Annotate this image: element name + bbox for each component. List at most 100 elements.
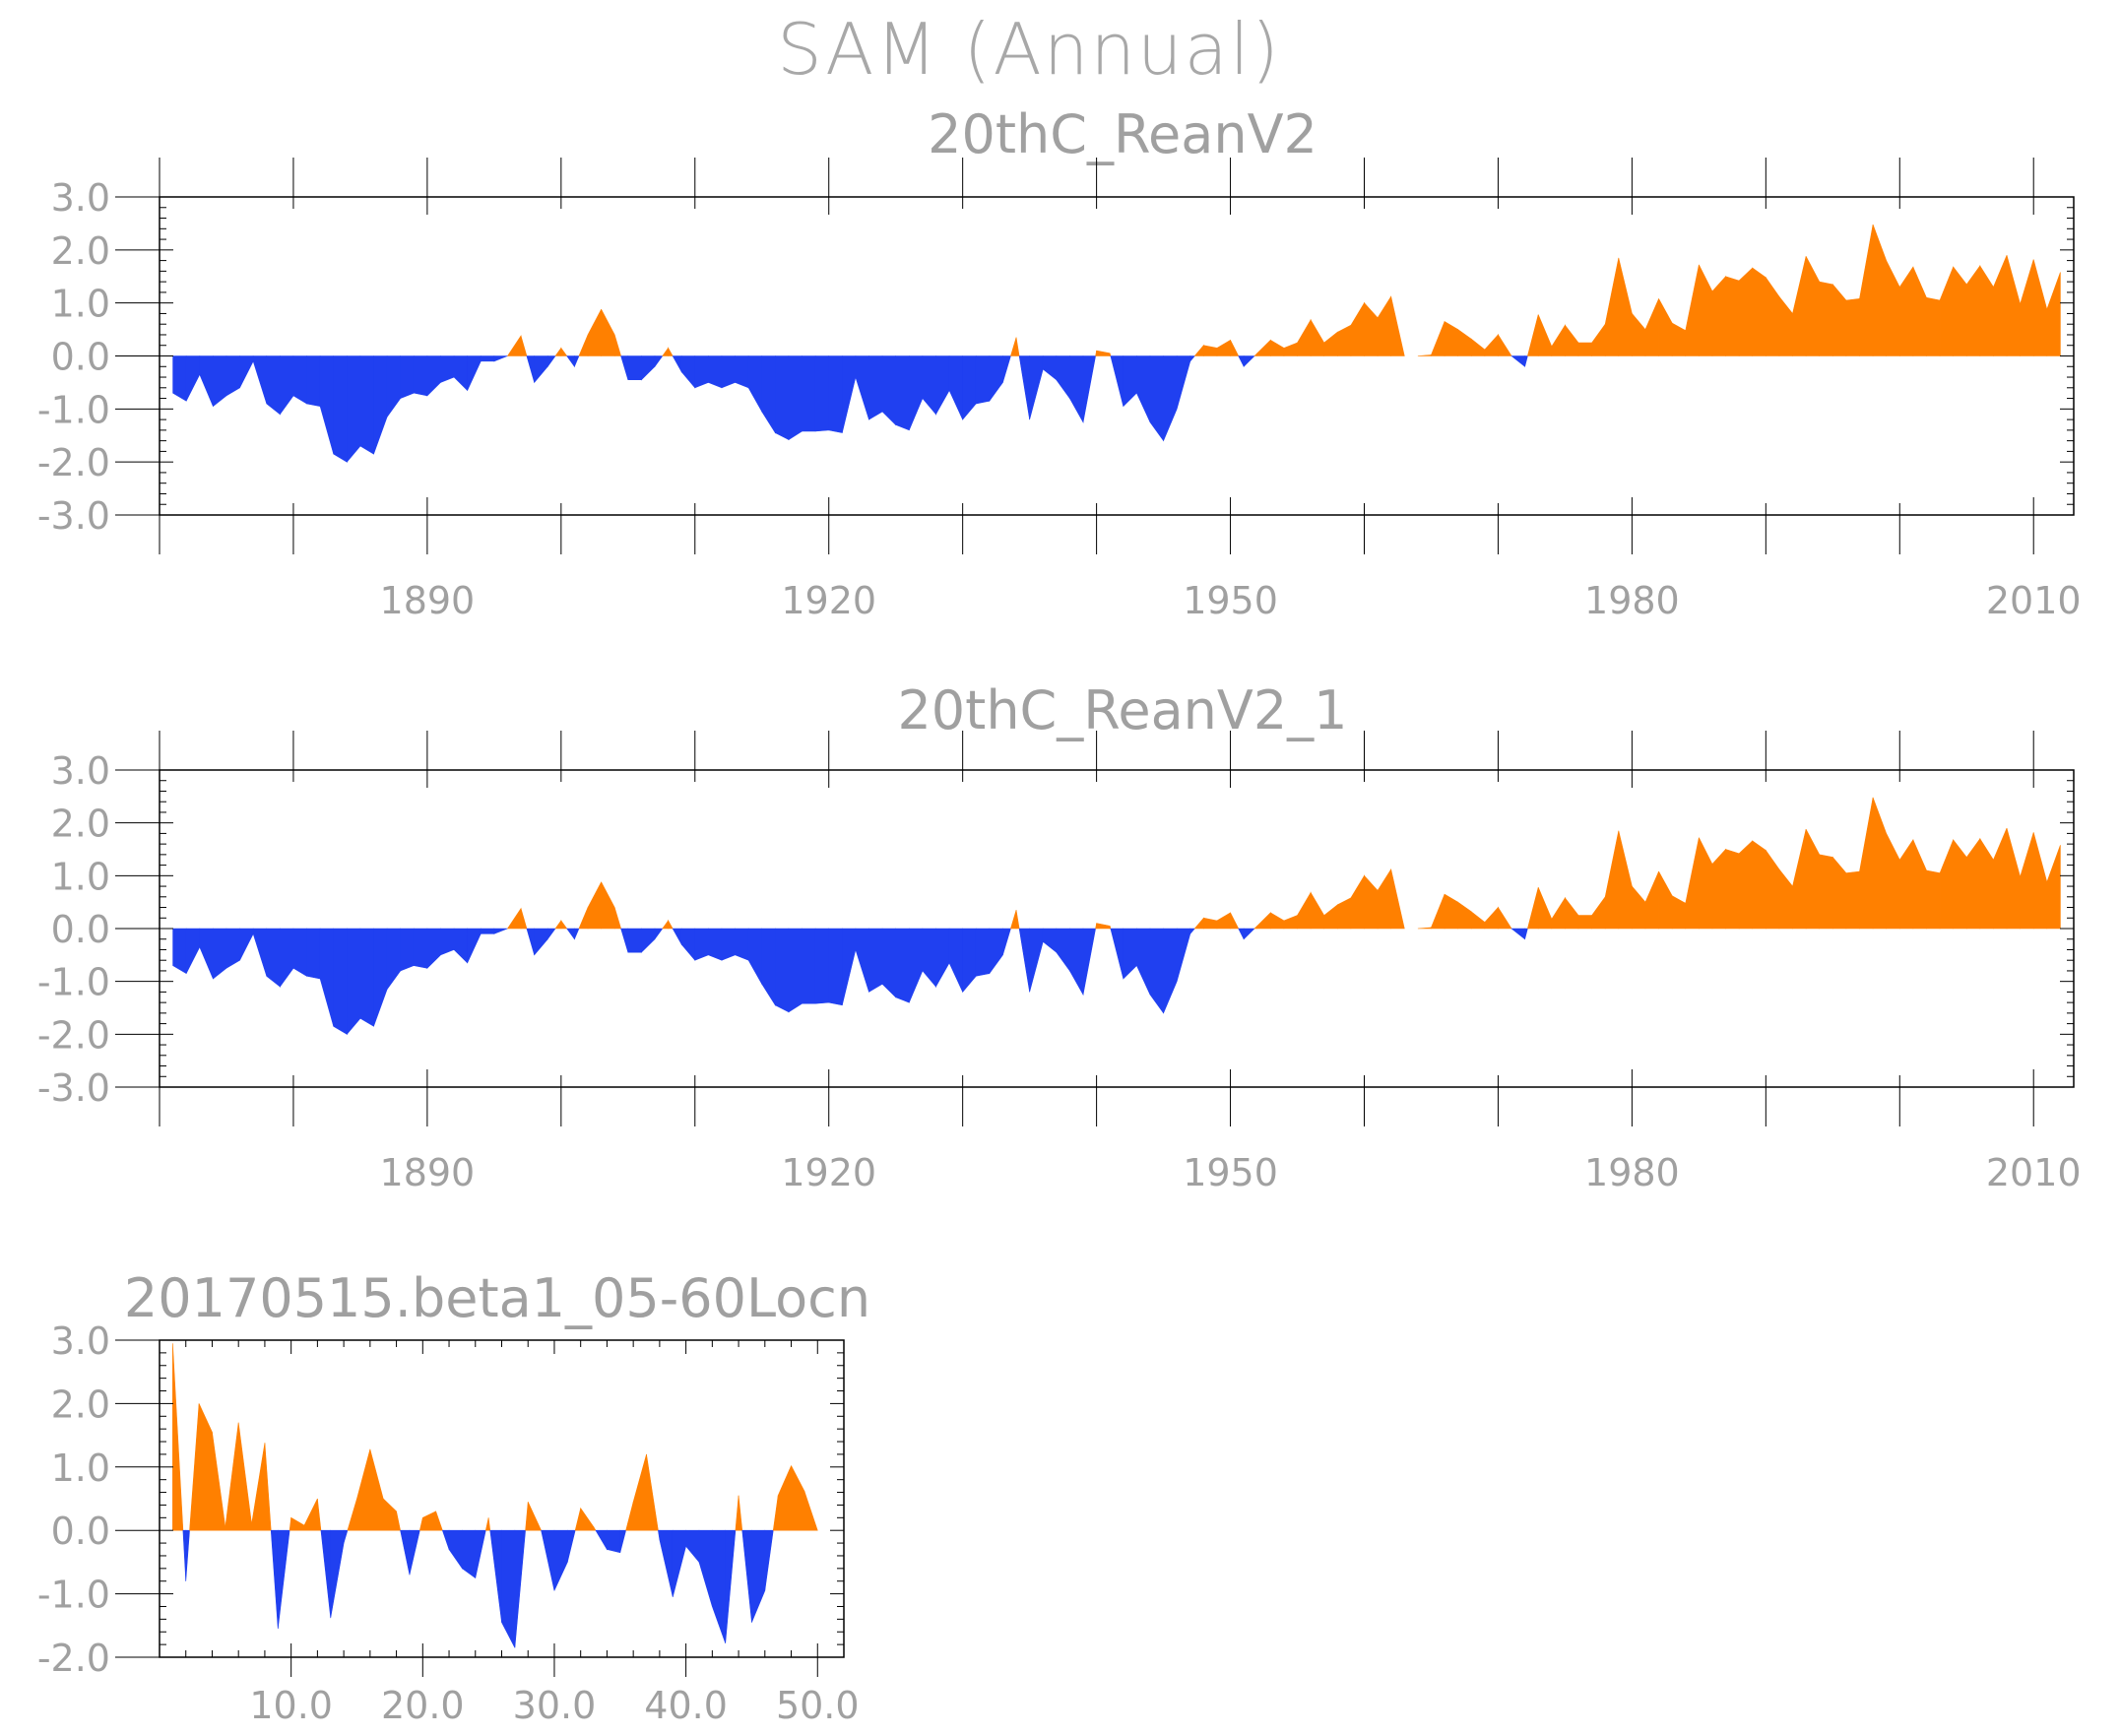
area-segment: [1604, 257, 1620, 356]
area-segment: [1498, 906, 1512, 930]
area-segment: [607, 1529, 621, 1554]
y-tick-label: -1.0: [37, 388, 110, 431]
area-segment: [225, 928, 240, 969]
area-segment: [1993, 827, 2008, 930]
area-segment: [480, 928, 495, 934]
area-segment: [373, 928, 388, 1027]
area-segment: [1618, 830, 1633, 930]
area-segment: [1253, 925, 1258, 930]
chart-panel-reanv2-1: 20thC_ReanV2_1 -3.0 -2.0 -1.0 0.0 1.0 2.0 3.0 1…: [37, 679, 2082, 1194]
area-segment: [484, 1517, 489, 1531]
area-segment: [546, 928, 556, 940]
area-segment: [747, 928, 763, 986]
area-segment: [751, 1529, 766, 1623]
area-segment: [386, 928, 401, 991]
area-segment: [280, 355, 294, 416]
area-segment: [632, 1453, 647, 1531]
area-segment: [1310, 891, 1325, 930]
area-segment: [1015, 337, 1020, 356]
area-segment: [962, 355, 977, 420]
y-tick-label: 3.0: [51, 749, 110, 793]
area-segment: [948, 355, 963, 420]
area-segment: [613, 907, 622, 930]
area-segment: [400, 355, 415, 400]
area-segment: [319, 928, 335, 1027]
area-segment: [554, 347, 562, 356]
area-segment: [1752, 840, 1767, 930]
area-segment: [172, 1343, 184, 1531]
area-segment: [396, 1511, 401, 1531]
area-segment: [895, 928, 910, 1003]
area-segment: [620, 928, 629, 953]
area-segment: [1738, 840, 1754, 930]
y-tick-label: 1.0: [51, 1447, 110, 1490]
area-segment: [1203, 917, 1218, 930]
area-segment: [270, 1529, 279, 1630]
area-segment: [1845, 870, 1860, 930]
area-segment: [1096, 923, 1111, 930]
area-segment: [1018, 355, 1030, 420]
area-segment: [1912, 266, 1927, 356]
area-segment: [1898, 266, 1914, 356]
area-segment: [1203, 345, 1218, 356]
area-segment: [251, 1443, 266, 1531]
area-segment: [962, 928, 977, 994]
area-segment: [2020, 259, 2034, 356]
area-segment: [735, 1495, 739, 1531]
area-segment: [1189, 355, 1195, 362]
area-segment: [1056, 355, 1070, 400]
area-segment: [1898, 838, 1914, 930]
area-segment: [601, 308, 615, 356]
area-segment: [1056, 928, 1070, 972]
area-segment: [721, 355, 736, 389]
area-segment: [721, 928, 736, 961]
area-segment: [574, 355, 580, 367]
area-segment: [534, 928, 548, 956]
area-segment: [290, 1516, 305, 1531]
area-segment: [989, 928, 1003, 975]
area-segment: [487, 1517, 491, 1531]
area-segment: [526, 928, 535, 955]
area-segment: [1123, 355, 1137, 408]
area-segment: [680, 928, 696, 962]
area-segment: [441, 1529, 450, 1550]
area-segment: [359, 928, 374, 1027]
area-segment: [347, 928, 361, 1036]
area-segment: [1297, 318, 1312, 356]
area-segment: [587, 881, 602, 930]
area-segment: [440, 928, 455, 956]
area-segment: [382, 1498, 397, 1531]
area-segment: [1470, 911, 1486, 930]
area-segment: [1015, 910, 1020, 930]
area-segment: [1457, 329, 1472, 356]
area-segment: [306, 928, 321, 980]
x-tick-label: 10.0: [249, 1684, 333, 1727]
area-segment: [182, 1529, 187, 1581]
area-segment: [225, 1422, 239, 1531]
area-segment: [1551, 324, 1566, 356]
area-segment: [1658, 298, 1673, 356]
area-segment: [708, 355, 723, 389]
area-segment: [1136, 928, 1151, 996]
area-segment: [554, 920, 562, 930]
area-segment: [292, 355, 307, 405]
area-segment: [520, 335, 528, 356]
area-segment: [1310, 318, 1325, 356]
area-segment: [333, 355, 348, 463]
area-segment: [1010, 910, 1017, 930]
area-segment: [791, 1465, 805, 1531]
area-segment: [333, 928, 348, 1035]
area-segment: [881, 355, 896, 426]
area-segment: [1912, 839, 1927, 930]
area-segment: [1256, 912, 1271, 930]
area-segment: [1193, 344, 1204, 356]
area-segment: [413, 355, 428, 397]
area-segment: [185, 1529, 190, 1581]
area-segment: [761, 355, 776, 434]
area-segment: [814, 355, 830, 432]
area-segment: [266, 355, 281, 416]
area-segment: [1537, 314, 1553, 356]
y-tick-label: 0.0: [51, 908, 110, 951]
area-segment: [1699, 837, 1713, 930]
area-segment: [738, 1495, 743, 1531]
